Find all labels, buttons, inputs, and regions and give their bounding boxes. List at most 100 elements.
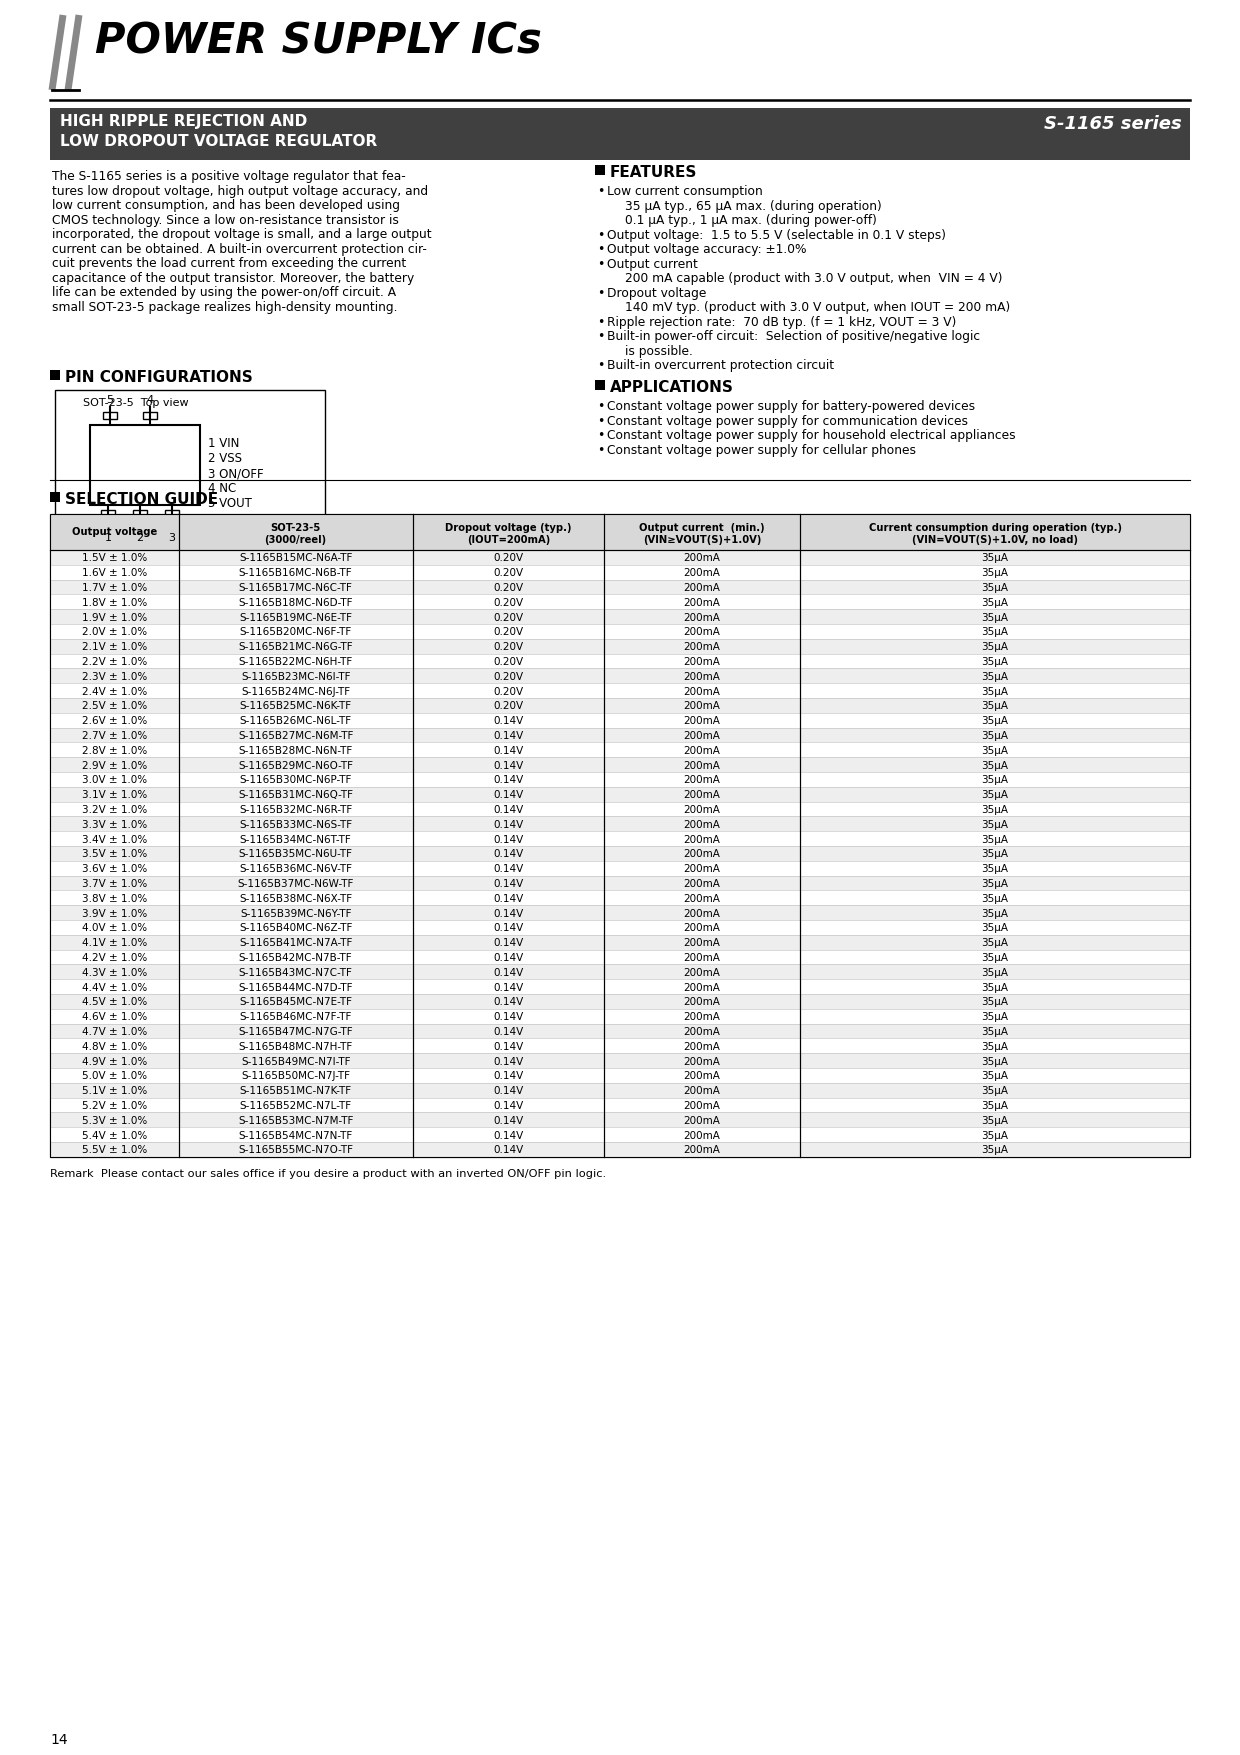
Bar bbox=[50, 698, 1190, 713]
Bar bbox=[50, 935, 1190, 949]
Text: 5: 5 bbox=[105, 395, 113, 405]
Bar bbox=[50, 669, 1190, 683]
Text: HIGH RIPPLE REJECTION AND: HIGH RIPPLE REJECTION AND bbox=[60, 114, 308, 130]
Text: 200mA: 200mA bbox=[683, 939, 720, 948]
Text: 0.14V: 0.14V bbox=[494, 806, 523, 814]
Text: 2.1V ± 1.0%: 2.1V ± 1.0% bbox=[82, 642, 148, 653]
Text: 35μA: 35μA bbox=[982, 939, 1008, 948]
Text: 200mA: 200mA bbox=[683, 967, 720, 978]
Text: 200mA: 200mA bbox=[683, 923, 720, 934]
Text: 4.5V ± 1.0%: 4.5V ± 1.0% bbox=[82, 997, 148, 1007]
Bar bbox=[50, 625, 1190, 639]
Text: S-1165B31MC-N6Q-TF: S-1165B31MC-N6Q-TF bbox=[238, 790, 353, 800]
Text: 35 μA typ., 65 μA max. (during operation): 35 μA typ., 65 μA max. (during operation… bbox=[625, 200, 882, 212]
Text: LOW DROPOUT VOLTAGE REGULATOR: LOW DROPOUT VOLTAGE REGULATOR bbox=[60, 133, 377, 149]
Text: 200mA: 200mA bbox=[683, 627, 720, 637]
Text: 1: 1 bbox=[104, 534, 112, 542]
Text: capacitance of the output transistor. Moreover, the battery: capacitance of the output transistor. Mo… bbox=[52, 272, 414, 284]
Bar bbox=[165, 511, 179, 518]
Text: •: • bbox=[596, 228, 604, 242]
Text: 3.8V ± 1.0%: 3.8V ± 1.0% bbox=[82, 893, 148, 904]
Text: Built-in overcurrent protection circuit: Built-in overcurrent protection circuit bbox=[608, 360, 835, 372]
Text: 200mA: 200mA bbox=[683, 598, 720, 607]
Text: 2: 2 bbox=[136, 534, 144, 542]
Text: •: • bbox=[596, 444, 604, 456]
Text: small SOT-23-5 package realizes high-density mounting.: small SOT-23-5 package realizes high-den… bbox=[52, 300, 398, 314]
Text: 35μA: 35μA bbox=[982, 1027, 1008, 1037]
Bar bbox=[50, 1143, 1190, 1157]
Bar bbox=[50, 802, 1190, 816]
Text: S-1165B50MC-N7J-TF: S-1165B50MC-N7J-TF bbox=[241, 1071, 350, 1081]
Text: 35μA: 35μA bbox=[982, 1086, 1008, 1097]
Text: Constant voltage power supply for communication devices: Constant voltage power supply for commun… bbox=[608, 414, 968, 428]
Text: S-1165B26MC-N6L-TF: S-1165B26MC-N6L-TF bbox=[239, 716, 352, 727]
Text: The S-1165 series is a positive voltage regulator that fea-: The S-1165 series is a positive voltage … bbox=[52, 170, 405, 183]
Text: 35μA: 35μA bbox=[982, 820, 1008, 830]
Text: (VIN≥VOUT(S)+1.0V): (VIN≥VOUT(S)+1.0V) bbox=[642, 535, 761, 546]
Text: Dropout voltage (typ.): Dropout voltage (typ.) bbox=[445, 523, 572, 534]
Bar bbox=[50, 846, 1190, 860]
Text: 3.7V ± 1.0%: 3.7V ± 1.0% bbox=[82, 879, 148, 890]
Text: POWER SUPPLY ICs: POWER SUPPLY ICs bbox=[95, 19, 542, 61]
Text: 0.14V: 0.14V bbox=[494, 1071, 523, 1081]
Bar bbox=[595, 381, 605, 390]
Text: S-1165B24MC-N6J-TF: S-1165B24MC-N6J-TF bbox=[241, 686, 350, 697]
Bar bbox=[50, 609, 1190, 625]
Text: Output voltage: Output voltage bbox=[72, 526, 157, 537]
Bar bbox=[50, 565, 1190, 579]
Text: 35μA: 35μA bbox=[982, 569, 1008, 577]
Text: 0.14V: 0.14V bbox=[494, 1130, 523, 1141]
Text: 35μA: 35μA bbox=[982, 1116, 1008, 1125]
Text: 35μA: 35μA bbox=[982, 1013, 1008, 1021]
Text: 0.20V: 0.20V bbox=[494, 612, 523, 623]
Bar bbox=[50, 728, 1190, 742]
Text: Current consumption during operation (typ.): Current consumption during operation (ty… bbox=[868, 523, 1121, 534]
Text: Output voltage accuracy: ±1.0%: Output voltage accuracy: ±1.0% bbox=[608, 242, 806, 256]
Text: 1.7V ± 1.0%: 1.7V ± 1.0% bbox=[82, 583, 148, 593]
Text: low current consumption, and has been developed using: low current consumption, and has been de… bbox=[52, 198, 401, 212]
Text: 200mA: 200mA bbox=[683, 790, 720, 800]
Text: S-1165B43MC-N7C-TF: S-1165B43MC-N7C-TF bbox=[239, 967, 352, 978]
Text: 0.1 μA typ., 1 μA max. (during power-off): 0.1 μA typ., 1 μA max. (during power-off… bbox=[625, 214, 877, 226]
Bar bbox=[50, 1127, 1190, 1143]
Bar bbox=[50, 1113, 1190, 1127]
Text: 140 mV typ. (product with 3.0 V output, when IOUT = 200 mA): 140 mV typ. (product with 3.0 V output, … bbox=[625, 302, 1011, 314]
Bar bbox=[50, 514, 1190, 549]
Text: S-1165B41MC-N7A-TF: S-1165B41MC-N7A-TF bbox=[239, 939, 352, 948]
Text: Constant voltage power supply for household electrical appliances: Constant voltage power supply for househ… bbox=[608, 428, 1016, 442]
Text: S-1165B52MC-N7L-TF: S-1165B52MC-N7L-TF bbox=[239, 1100, 352, 1111]
Text: S-1165B44MC-N7D-TF: S-1165B44MC-N7D-TF bbox=[238, 983, 353, 993]
Text: S-1165B36MC-N6V-TF: S-1165B36MC-N6V-TF bbox=[239, 863, 352, 874]
Text: 3.1V ± 1.0%: 3.1V ± 1.0% bbox=[82, 790, 148, 800]
Text: 0.14V: 0.14V bbox=[494, 760, 523, 770]
Text: FEATURES: FEATURES bbox=[610, 165, 697, 181]
Text: APPLICATIONS: APPLICATIONS bbox=[610, 381, 734, 395]
Text: 14: 14 bbox=[50, 1732, 68, 1746]
Text: 5.2V ± 1.0%: 5.2V ± 1.0% bbox=[82, 1100, 148, 1111]
Text: 200mA: 200mA bbox=[683, 583, 720, 593]
Text: S-1165B55MC-N7O-TF: S-1165B55MC-N7O-TF bbox=[238, 1146, 353, 1155]
Text: 200mA: 200mA bbox=[683, 806, 720, 814]
Text: 4.2V ± 1.0%: 4.2V ± 1.0% bbox=[82, 953, 148, 963]
Text: 0.14V: 0.14V bbox=[494, 790, 523, 800]
Text: 0.14V: 0.14V bbox=[494, 716, 523, 727]
Text: 2.8V ± 1.0%: 2.8V ± 1.0% bbox=[82, 746, 148, 756]
Text: 35μA: 35μA bbox=[982, 642, 1008, 653]
Text: 35μA: 35μA bbox=[982, 732, 1008, 741]
Text: 1 VIN: 1 VIN bbox=[208, 437, 239, 449]
Bar bbox=[50, 491, 60, 502]
Text: 0.14V: 0.14V bbox=[494, 983, 523, 993]
Text: 200mA: 200mA bbox=[683, 702, 720, 711]
Text: 3.6V ± 1.0%: 3.6V ± 1.0% bbox=[82, 863, 148, 874]
Text: S-1165B25MC-N6K-TF: S-1165B25MC-N6K-TF bbox=[239, 702, 352, 711]
Text: 35μA: 35μA bbox=[982, 879, 1008, 890]
Bar bbox=[50, 1039, 1190, 1053]
Text: (IOUT=200mA): (IOUT=200mA) bbox=[466, 535, 549, 546]
Text: S-1165B28MC-N6N-TF: S-1165B28MC-N6N-TF bbox=[238, 746, 353, 756]
Text: 200mA: 200mA bbox=[683, 656, 720, 667]
Text: Remark  Please contact our sales office if you desire a product with an inverted: Remark Please contact our sales office i… bbox=[50, 1169, 606, 1179]
Text: 0.14V: 0.14V bbox=[494, 1146, 523, 1155]
Text: 35μA: 35μA bbox=[982, 627, 1008, 637]
Bar bbox=[50, 1097, 1190, 1113]
Bar bbox=[50, 890, 1190, 906]
